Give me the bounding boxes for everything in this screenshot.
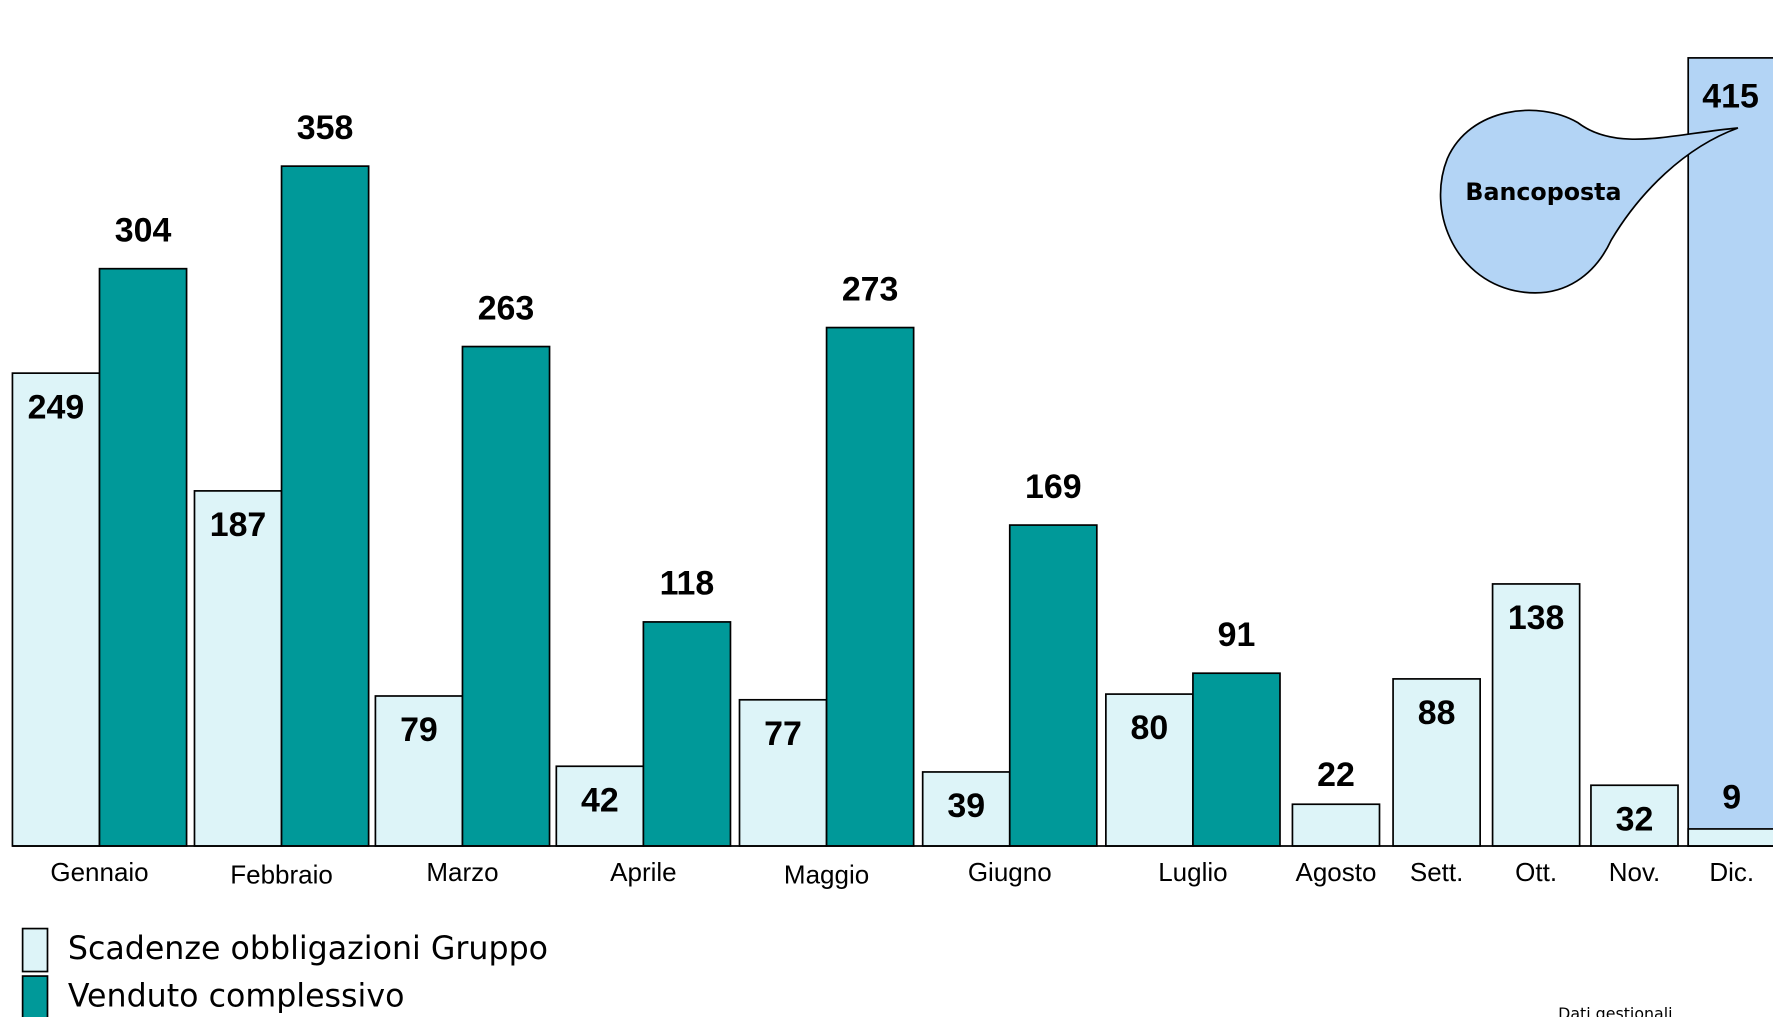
value-label: 88 — [1418, 694, 1456, 732]
x-tick-label: Nov. — [1609, 857, 1661, 887]
value-label: 263 — [478, 289, 535, 327]
bar — [461, 345, 551, 847]
legend-swatch — [21, 975, 49, 1017]
bar — [11, 372, 101, 847]
value-label: 118 — [660, 565, 715, 603]
value-label: 91 — [1218, 616, 1256, 654]
bars — [11, 57, 1773, 847]
value-label: 358 — [297, 109, 354, 147]
legend-label: Scadenze obbligazioni Gruppo — [68, 931, 548, 967]
value-label: 77 — [764, 715, 802, 753]
value-label: 80 — [1131, 709, 1169, 747]
value-label: 79 — [400, 711, 438, 749]
value-label: 42 — [581, 781, 619, 819]
legend-label: Venduto complessivo — [68, 979, 405, 1015]
value-label: 138 — [1508, 599, 1565, 637]
x-tick-label: Agosto — [1295, 857, 1376, 887]
bar — [1491, 583, 1581, 847]
x-tick-label: Aprile — [610, 857, 676, 887]
bar — [193, 490, 283, 847]
note: Dati gestionali — [1558, 1004, 1672, 1017]
x-tick-label: Ott. — [1515, 857, 1557, 887]
bar — [280, 165, 370, 847]
x-tick-label: Maggio — [784, 859, 869, 889]
bar — [825, 326, 915, 847]
value-label: 169 — [1025, 468, 1082, 506]
value-label: 22 — [1317, 756, 1355, 794]
value-label: 415 — [1702, 78, 1759, 116]
bar — [1392, 678, 1481, 847]
x-tick-label: Febbraio — [230, 859, 333, 889]
bar — [1687, 828, 1773, 847]
legend-swatch — [21, 927, 49, 973]
value-label: 9 — [1722, 778, 1741, 816]
bar — [1590, 784, 1679, 847]
bar — [1008, 524, 1098, 847]
bar — [98, 267, 188, 847]
bar — [1291, 803, 1381, 847]
x-tick-label: Giugno — [968, 857, 1052, 887]
annotation: Bancoposta — [1465, 178, 1621, 206]
x-tick-label: Gennaio — [50, 857, 148, 887]
value-label: 32 — [1616, 800, 1654, 838]
callout-bubble — [1439, 109, 1739, 294]
x-tick-label: Marzo — [426, 857, 498, 887]
x-tick-label: Dic. — [1709, 857, 1754, 887]
x-tick-label: Luglio — [1158, 857, 1227, 887]
callout: Bancoposta — [1439, 109, 1739, 294]
bar — [374, 695, 464, 847]
value-label: 187 — [210, 506, 267, 544]
bar — [1192, 672, 1281, 847]
x-tick-label: Sett. — [1410, 857, 1463, 887]
value-label: 249 — [28, 388, 85, 426]
value-label: 273 — [842, 270, 899, 308]
bar — [921, 771, 1011, 847]
value-label: 39 — [947, 787, 985, 825]
bar — [738, 698, 828, 847]
bar — [1687, 57, 1773, 847]
bar — [642, 621, 732, 847]
value-label: 304 — [115, 211, 172, 249]
